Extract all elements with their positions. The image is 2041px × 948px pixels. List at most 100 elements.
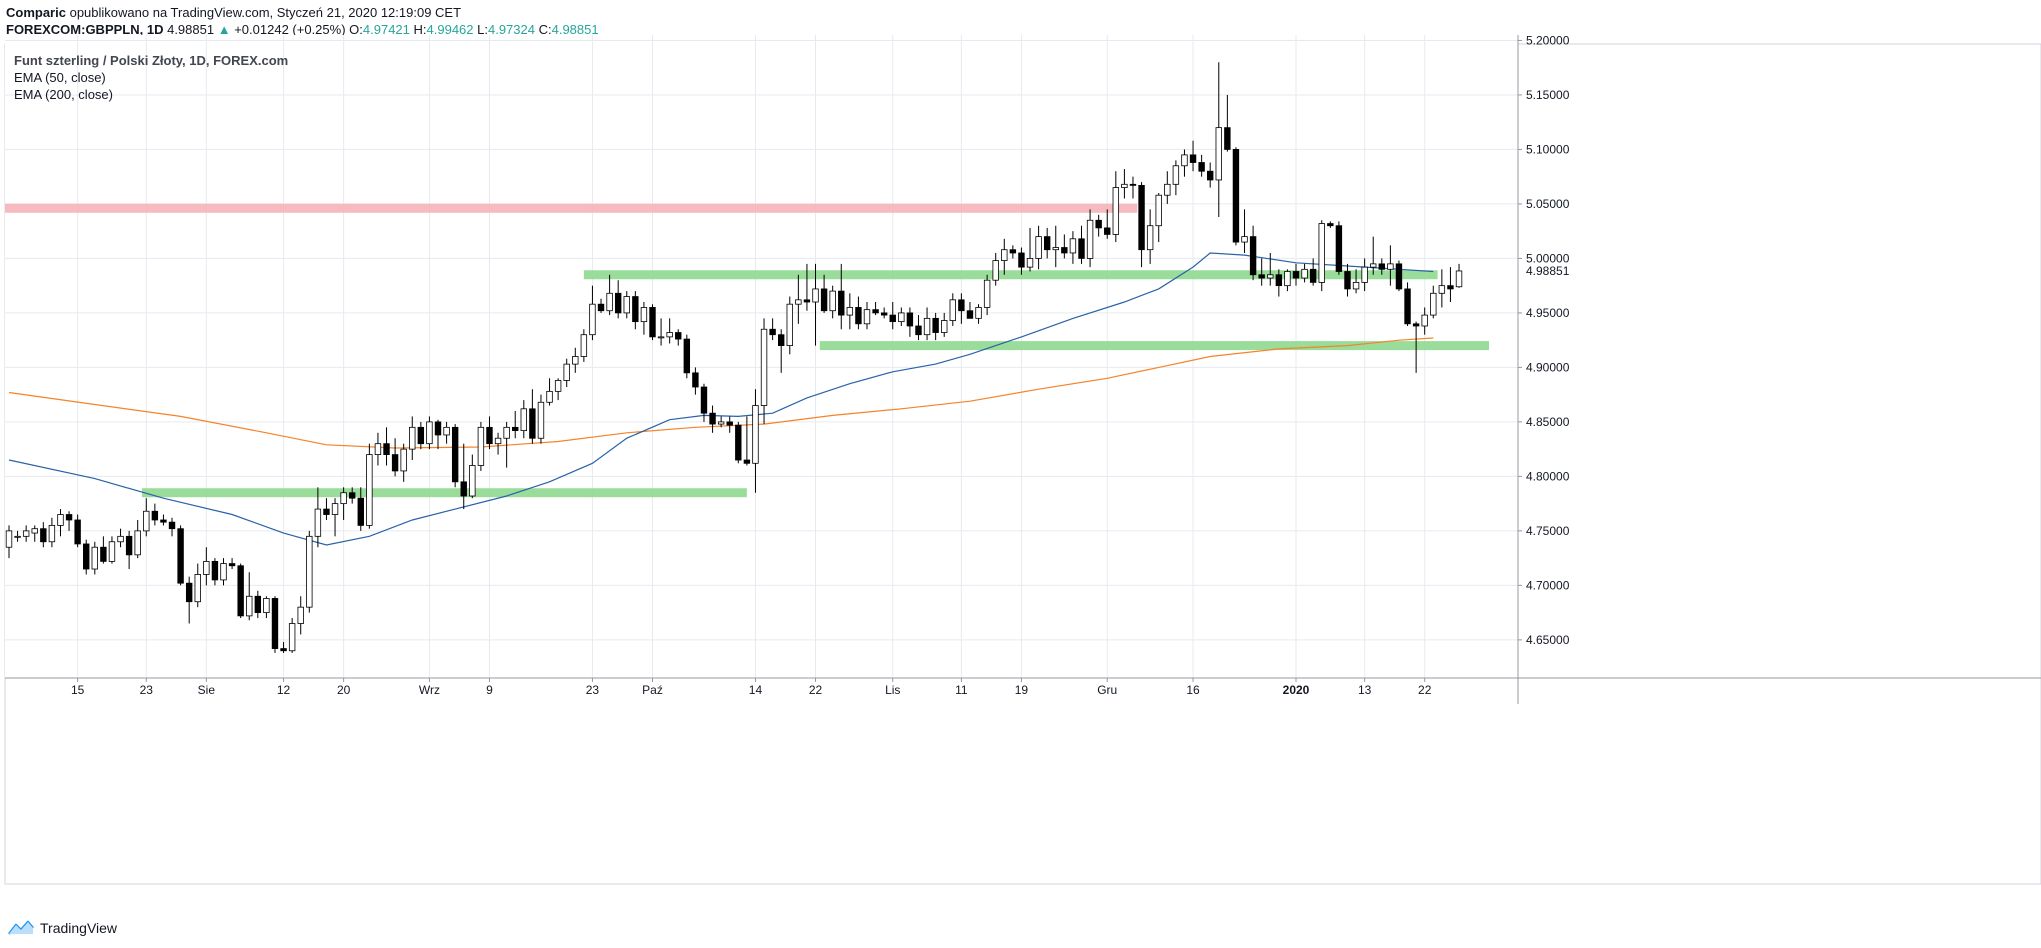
candle-body [486,426,493,445]
candle-body [735,424,742,461]
candle-body [589,303,596,336]
candle-body [537,401,545,439]
legend-ema200[interactable]: EMA (200, close) [14,87,113,102]
candle-body [640,307,648,323]
candle-body [1387,263,1394,270]
candle [726,416,733,433]
candle-body [1061,247,1068,254]
candle-body [306,535,313,608]
candle [1258,258,1265,286]
symbol-name: FOREXCOM:GBPPLN, 1D [6,22,164,37]
price-tick-label: 4.80000 [1526,469,1570,483]
candle [786,296,793,355]
candle [1061,234,1068,259]
author-name[interactable]: Comparic [6,5,66,20]
candle-body [477,426,485,466]
candle-body [31,528,38,534]
candle [1370,236,1377,275]
candle [1412,321,1420,373]
candle-body [1043,236,1051,251]
legend-ema50[interactable]: EMA (50, close) [14,70,106,85]
candle [1387,245,1394,286]
time-tick-label: 9 [486,683,493,697]
candle [1395,260,1403,292]
candle-body [1395,263,1403,290]
candle [100,536,107,564]
price-axis[interactable]: 4.65000 4.70000 4.75000 4.80000 4.85000 4.900… [1518,33,1570,647]
candle-body [1438,285,1446,294]
price-tick-label: 4.65000 [1526,633,1570,647]
time-tick-label: 16 [1186,683,1200,697]
candle [134,519,141,559]
candle [1001,238,1008,275]
candle-body [597,303,605,312]
candle-body [1104,227,1111,235]
candle [220,558,227,586]
candle [829,285,836,319]
open-label: O: [349,22,363,37]
candle [1095,214,1102,237]
zone-resistance [5,203,1138,213]
time-tick-label: 14 [749,683,763,697]
candle [872,302,879,316]
candle-body [469,465,476,497]
candle-body [726,421,733,426]
candle [589,285,596,341]
candle [400,443,407,482]
candle-body [374,443,382,455]
candle-body [91,546,98,570]
candle-body [1086,219,1094,259]
time-axis[interactable]: 15 23 Sie 12 20 Wrz 9 23 Paź 14 22 Lis 11 19 Gru 16 2020… [71,678,1432,697]
candle-body [941,320,948,333]
candle-body [1404,288,1411,325]
candle [1438,269,1446,308]
candle [160,514,167,526]
candle-body [580,334,588,357]
candle [1455,263,1463,288]
candle [1241,209,1248,253]
candle [1181,149,1188,177]
candle-body [40,528,47,543]
candle-body [1035,236,1042,259]
footer-brand[interactable]: TradingView [8,920,117,936]
candle [314,487,322,548]
candle [469,454,476,499]
candle-body [134,530,141,556]
price-tick-label: 5.15000 [1526,88,1570,102]
candle [1421,307,1428,335]
candle-body [417,426,425,445]
last-price: 4.98851 [167,22,215,37]
candle-body [1189,154,1197,163]
candle-body [1447,285,1454,290]
candle [1078,225,1085,264]
candle [1232,147,1240,246]
candle-body [614,292,622,314]
candle-body [1181,154,1188,167]
candle-body [949,299,956,321]
candle [254,590,262,619]
candle [391,438,399,477]
low-value: 4.97324 [487,22,535,37]
candle-body [632,296,639,323]
candle-body [263,598,270,614]
legend-title[interactable]: Funt szterling / Polski Złoty, 1D, FOREX… [14,53,289,68]
candle-body [666,332,673,338]
candle [1189,140,1197,172]
candle-body [1172,165,1180,185]
candle [263,596,270,619]
candle-body [975,307,982,319]
candle-body [331,503,339,515]
candle [228,558,236,570]
price-tick-label: 5.20000 [1526,33,1570,47]
candle-body [846,307,854,316]
candle-body [512,426,519,432]
candle [537,394,545,444]
candle [1344,263,1351,297]
tradingview-logo-icon [8,920,34,935]
time-tick-label: Wrz [419,683,440,697]
candle-body [340,492,347,505]
candle-body [958,299,965,312]
candle [1361,258,1368,292]
candle [486,416,493,450]
